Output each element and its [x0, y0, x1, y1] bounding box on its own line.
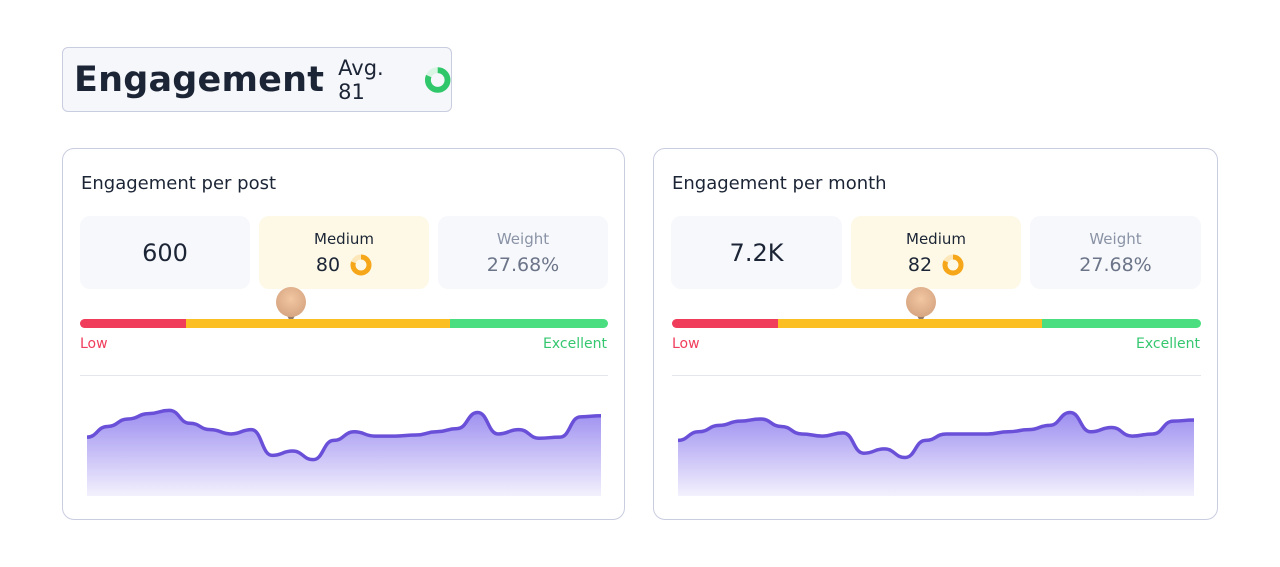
- engagement-value: 600: [142, 238, 188, 267]
- level-score: 82: [907, 253, 933, 276]
- gauge-excellent-label: Excellent: [543, 336, 607, 352]
- weight-box: Weight 27.68%: [438, 216, 608, 289]
- sparkline-line: [87, 408, 601, 462]
- gauge-low-label: Low: [80, 336, 108, 352]
- average-progress-ring-icon: [424, 66, 451, 93]
- gauge-medium-segment: [777, 319, 1043, 328]
- engagement-level-box: Medium 82: [851, 216, 1021, 289]
- average-score-label: Avg. 81: [338, 55, 384, 104]
- gauge-low-segment: [672, 319, 778, 328]
- level-progress-ring-icon: [350, 254, 372, 275]
- engagement-header: Engagement Avg. 81: [62, 47, 452, 112]
- gauge-excellent-segment: [449, 319, 608, 328]
- level-progress-ring-icon: [942, 254, 964, 275]
- gauge-excellent-segment: [1042, 319, 1201, 328]
- divider: [80, 375, 608, 376]
- engagement-sparkline: [678, 410, 1194, 496]
- page-title: Engagement: [74, 59, 325, 100]
- sparkline-area: [678, 412, 1194, 496]
- card-title: Engagement per month: [672, 173, 887, 194]
- weight-box: Weight 27.68%: [1030, 216, 1201, 289]
- engagement-gauge-bar: [80, 319, 608, 328]
- weight-label: Weight: [496, 229, 550, 248]
- engagement-value-box: 7.2K: [671, 216, 842, 289]
- gauge-medium-segment: [185, 319, 450, 328]
- weight-value: 27.68%: [486, 253, 560, 276]
- card-title: Engagement per post: [81, 173, 277, 194]
- gauge-excellent-label: Excellent: [1136, 336, 1200, 352]
- gauge-marker-icon[interactable]: [274, 286, 308, 324]
- level-label: Medium: [314, 229, 374, 248]
- divider: [672, 375, 1201, 376]
- engagement-per-month-card: Engagement per month 7.2K Medium 82 Weig…: [653, 148, 1218, 520]
- engagement-per-post-card: Engagement per post 600 Medium 80 Weight…: [62, 148, 625, 520]
- weight-label: Weight: [1089, 229, 1142, 248]
- level-score: 80: [315, 253, 341, 276]
- sparkline-line: [678, 410, 1194, 460]
- gauge-low-segment: [80, 319, 186, 328]
- engagement-level-box: Medium 80: [259, 216, 429, 289]
- weight-value: 27.68%: [1079, 253, 1152, 276]
- engagement-sparkline: [87, 408, 601, 496]
- level-label: Medium: [906, 229, 966, 248]
- engagement-gauge-bar: [672, 319, 1201, 328]
- engagement-value-box: 600: [80, 216, 250, 289]
- gauge-marker-icon[interactable]: [904, 286, 938, 324]
- gauge-low-label: Low: [672, 336, 700, 352]
- sparkline-area: [87, 410, 601, 496]
- engagement-value: 7.2K: [729, 238, 784, 267]
